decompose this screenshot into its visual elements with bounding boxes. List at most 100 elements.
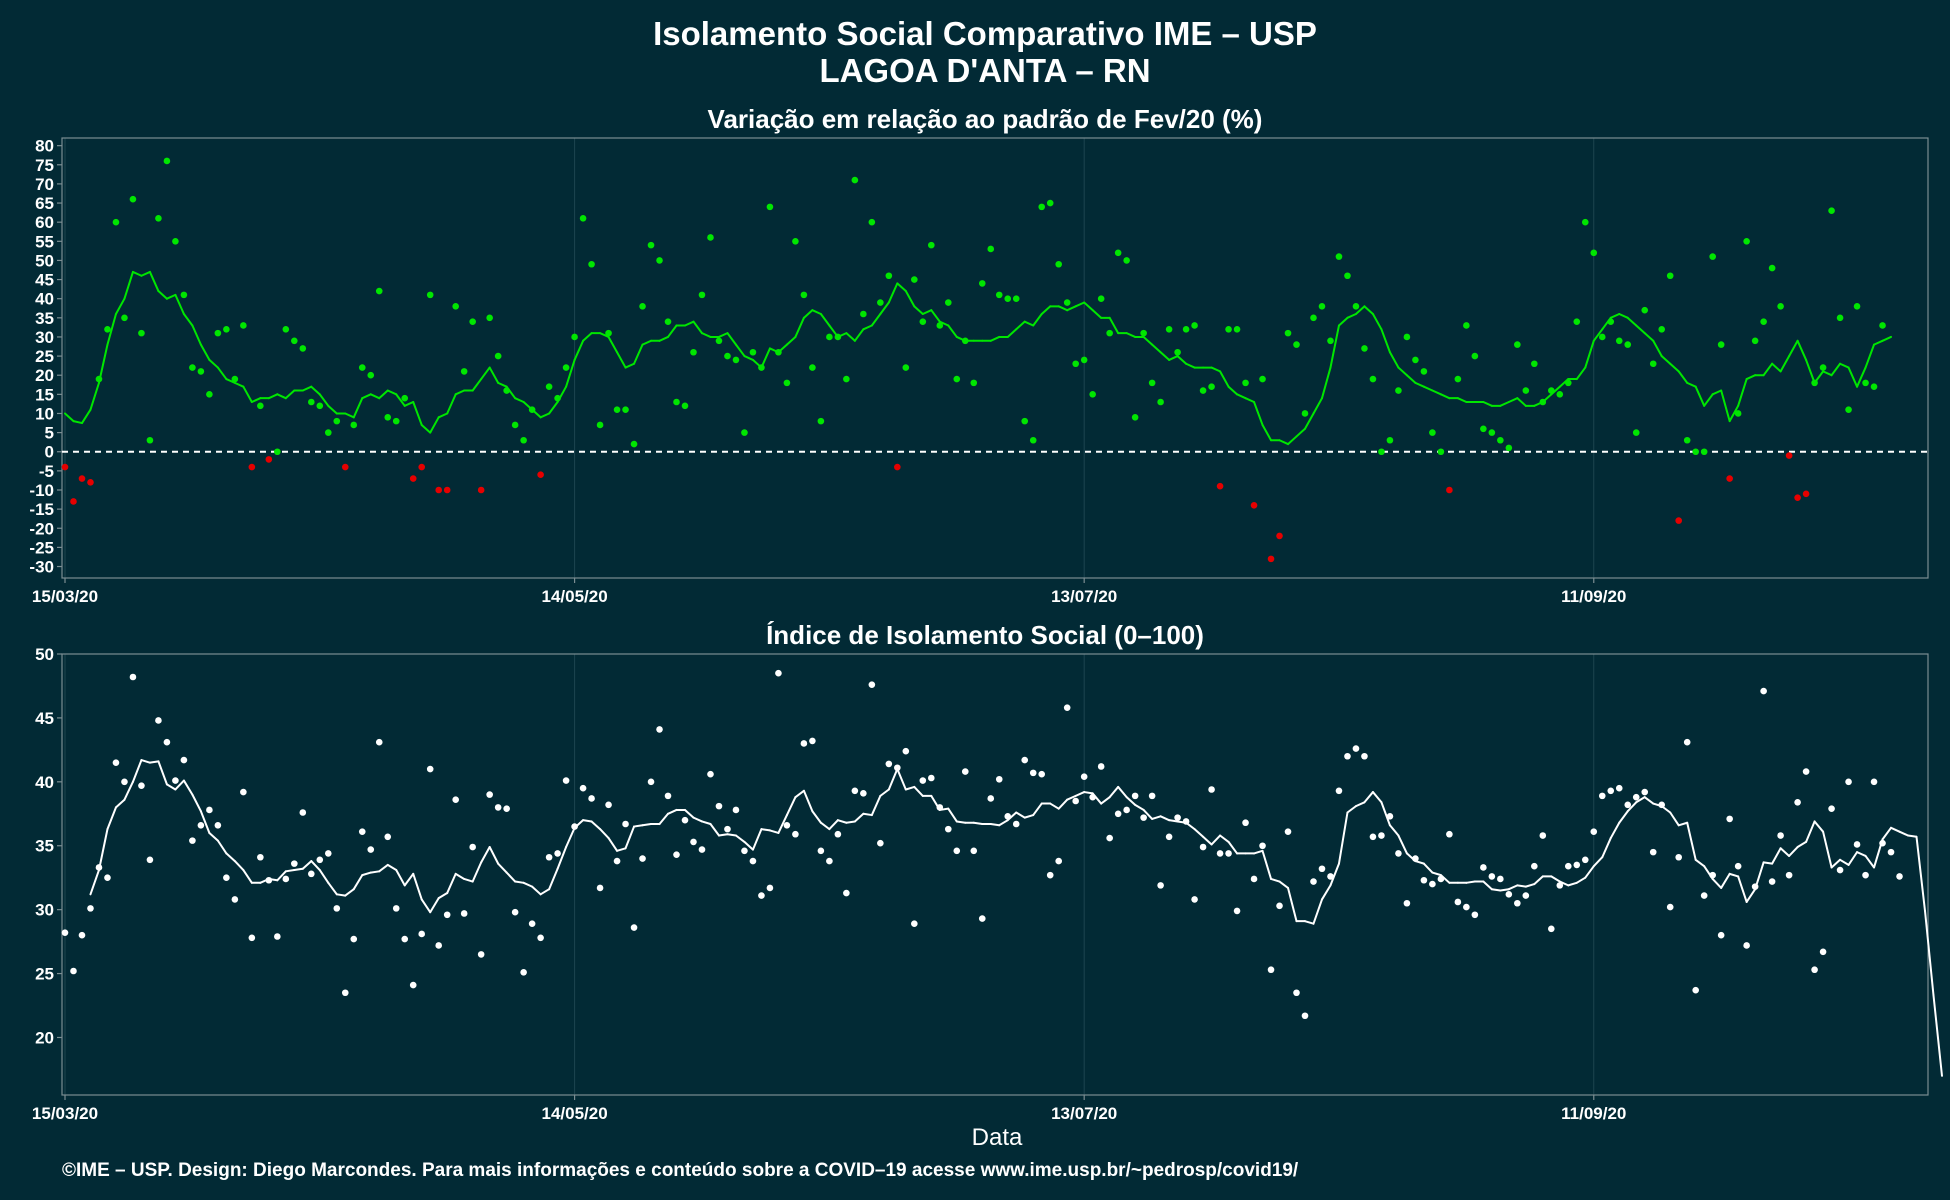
panel2-data-point-134 <box>1199 843 1207 851</box>
panel1-moving-average-segment-39 <box>395 393 406 407</box>
panel2-data-point-141 <box>1259 842 1266 850</box>
panel2-moving-average-segment-127 <box>1168 819 1179 823</box>
panel2-data-point-117 <box>1055 857 1062 865</box>
panel1-data-point-186 <box>1641 306 1649 314</box>
panel1-data-point-150 <box>1335 253 1343 260</box>
panel1-moving-average-segment-64 <box>607 335 619 354</box>
panel2-data-point-43 <box>426 765 434 773</box>
panel1-y-tick-label-19: 65 <box>35 194 54 213</box>
panel1-y-tick-label-14: 40 <box>35 290 54 309</box>
panel2-moving-average-segment-162 <box>1465 880 1476 884</box>
panel2-data-point-193 <box>1700 892 1708 899</box>
panel2-data-point-201 <box>1768 878 1776 885</box>
panel1-y-tick-label-11: 25 <box>35 347 54 366</box>
panel1-moving-average-segment-36 <box>369 393 381 400</box>
panel1-moving-average-segment-92 <box>845 332 856 342</box>
panel1-data-point-196 <box>1726 475 1733 482</box>
panel2-data-point-58 <box>554 850 561 857</box>
panel1-data-point-6 <box>112 218 120 226</box>
panel1-moving-average-segment-141 <box>1261 423 1273 442</box>
panel2-moving-average-segment-143 <box>1304 920 1315 925</box>
panel2-moving-average-segment-41 <box>437 892 449 900</box>
panel1-y-tick-label-21: 75 <box>35 156 54 175</box>
panel2-moving-average-segment-28 <box>327 881 338 896</box>
panel1-moving-average-segment-80 <box>743 355 754 361</box>
panel1-data-point-79 <box>732 356 740 364</box>
panel2-data-point-70 <box>656 726 663 733</box>
panel1-moving-average-segment-57 <box>548 401 559 415</box>
panel1-data-point-133 <box>1191 322 1198 329</box>
panel2-data-point-187 <box>1649 848 1657 856</box>
panel2-data-point-37 <box>375 738 383 746</box>
panel2-data-point-167 <box>1480 864 1487 871</box>
panel1-moving-average-segment-210 <box>1847 366 1859 388</box>
panel2-data-point-40 <box>401 935 409 943</box>
panel1-moving-average-segment-211 <box>1856 366 1867 388</box>
panel2-data-point-161 <box>1429 880 1436 888</box>
panel2-moving-average-segment-158 <box>1431 871 1442 877</box>
panel2-data-point-23 <box>257 853 264 861</box>
panel1-moving-average-segment-209 <box>1839 362 1850 369</box>
panel1-data-point-149 <box>1327 337 1334 345</box>
panel1-moving-average-segment-100 <box>913 305 924 315</box>
panel2-data-point-137 <box>1225 850 1232 857</box>
panel2-moving-average-segment-109 <box>1015 811 1026 819</box>
panel2-data-point-27 <box>291 860 298 867</box>
panel1-moving-average-segment-98 <box>896 282 907 293</box>
panel1-moving-average-segment-171 <box>1516 397 1527 407</box>
panel1-data-point-2 <box>78 475 86 482</box>
panel1-moving-average-segment-22 <box>250 397 262 403</box>
panel1-data-point-207 <box>1819 364 1827 371</box>
panel1-moving-average-segment-144 <box>1287 435 1298 446</box>
panel2-moving-average-segment-91 <box>862 812 873 817</box>
panel1-moving-average-segment-132 <box>1185 362 1196 369</box>
panel1-moving-average-segment-150 <box>1337 316 1349 327</box>
panel1-moving-average-segment-48 <box>471 378 483 392</box>
panel2-data-point-49 <box>477 951 485 958</box>
panel1-data-point-166 <box>1471 352 1479 360</box>
panel1-moving-average-segment-66 <box>624 362 636 369</box>
panel2-data-point-56 <box>537 934 544 942</box>
panel1-data-point-204 <box>1794 494 1801 501</box>
panel2-x-tick-label-3: 11/09/20 <box>1561 1104 1626 1123</box>
panel1-data-point-162 <box>1437 448 1445 456</box>
panel1-data-point-203 <box>1785 452 1793 459</box>
panel1-data-point-209 <box>1836 314 1844 322</box>
panel1-data-point-178 <box>1573 318 1581 325</box>
panel2-data-point-140 <box>1250 875 1258 883</box>
panel1-data-point-76 <box>707 234 714 241</box>
panel1-moving-average-segment-61 <box>582 332 593 342</box>
panel1-data-point-146 <box>1301 410 1309 417</box>
panel1-data-point-46 <box>452 303 459 310</box>
panel2-moving-average-segment-144 <box>1312 898 1323 925</box>
panel1-data-point-152 <box>1352 303 1360 310</box>
panel2-data-point-156 <box>1386 813 1394 820</box>
panel1-data-point-211 <box>1853 303 1861 310</box>
panel1-moving-average-segment-114 <box>1032 313 1043 327</box>
panel2-data-point-118 <box>1063 704 1071 711</box>
panel1-data-point-41 <box>409 475 417 482</box>
panel2-data-point-129 <box>1157 882 1164 889</box>
panel2-data-point-130 <box>1165 833 1173 841</box>
panel1-moving-average-segment-5 <box>106 313 117 346</box>
panel1-data-point-86 <box>792 238 799 245</box>
panel2-moving-average-segment-71 <box>692 816 703 823</box>
panel1-data-point-8 <box>129 195 137 203</box>
panel1-moving-average-segment-51 <box>497 381 508 388</box>
panel2-data-point-154 <box>1369 833 1377 841</box>
panel1-data-point-18 <box>214 329 222 337</box>
panel1-data-point-180 <box>1590 249 1598 257</box>
panel1-data-point-142 <box>1267 555 1275 563</box>
panel1-data-point-82 <box>758 364 765 371</box>
panel1-moving-average-segment-167 <box>1482 401 1493 407</box>
panel2-moving-average-segment-123 <box>1134 803 1145 811</box>
panel1-moving-average-segment-179 <box>1584 339 1595 369</box>
panel1-data-point-47 <box>460 368 468 375</box>
panel2-data-point-126 <box>1131 792 1139 800</box>
panel1-data-point-182 <box>1607 318 1615 325</box>
panel1-data-point-15 <box>189 364 196 371</box>
panel1-moving-average-segment-189 <box>1669 362 1680 373</box>
panel1-data-point-54 <box>520 436 527 444</box>
panel1-moving-average-segment-104 <box>947 324 958 338</box>
